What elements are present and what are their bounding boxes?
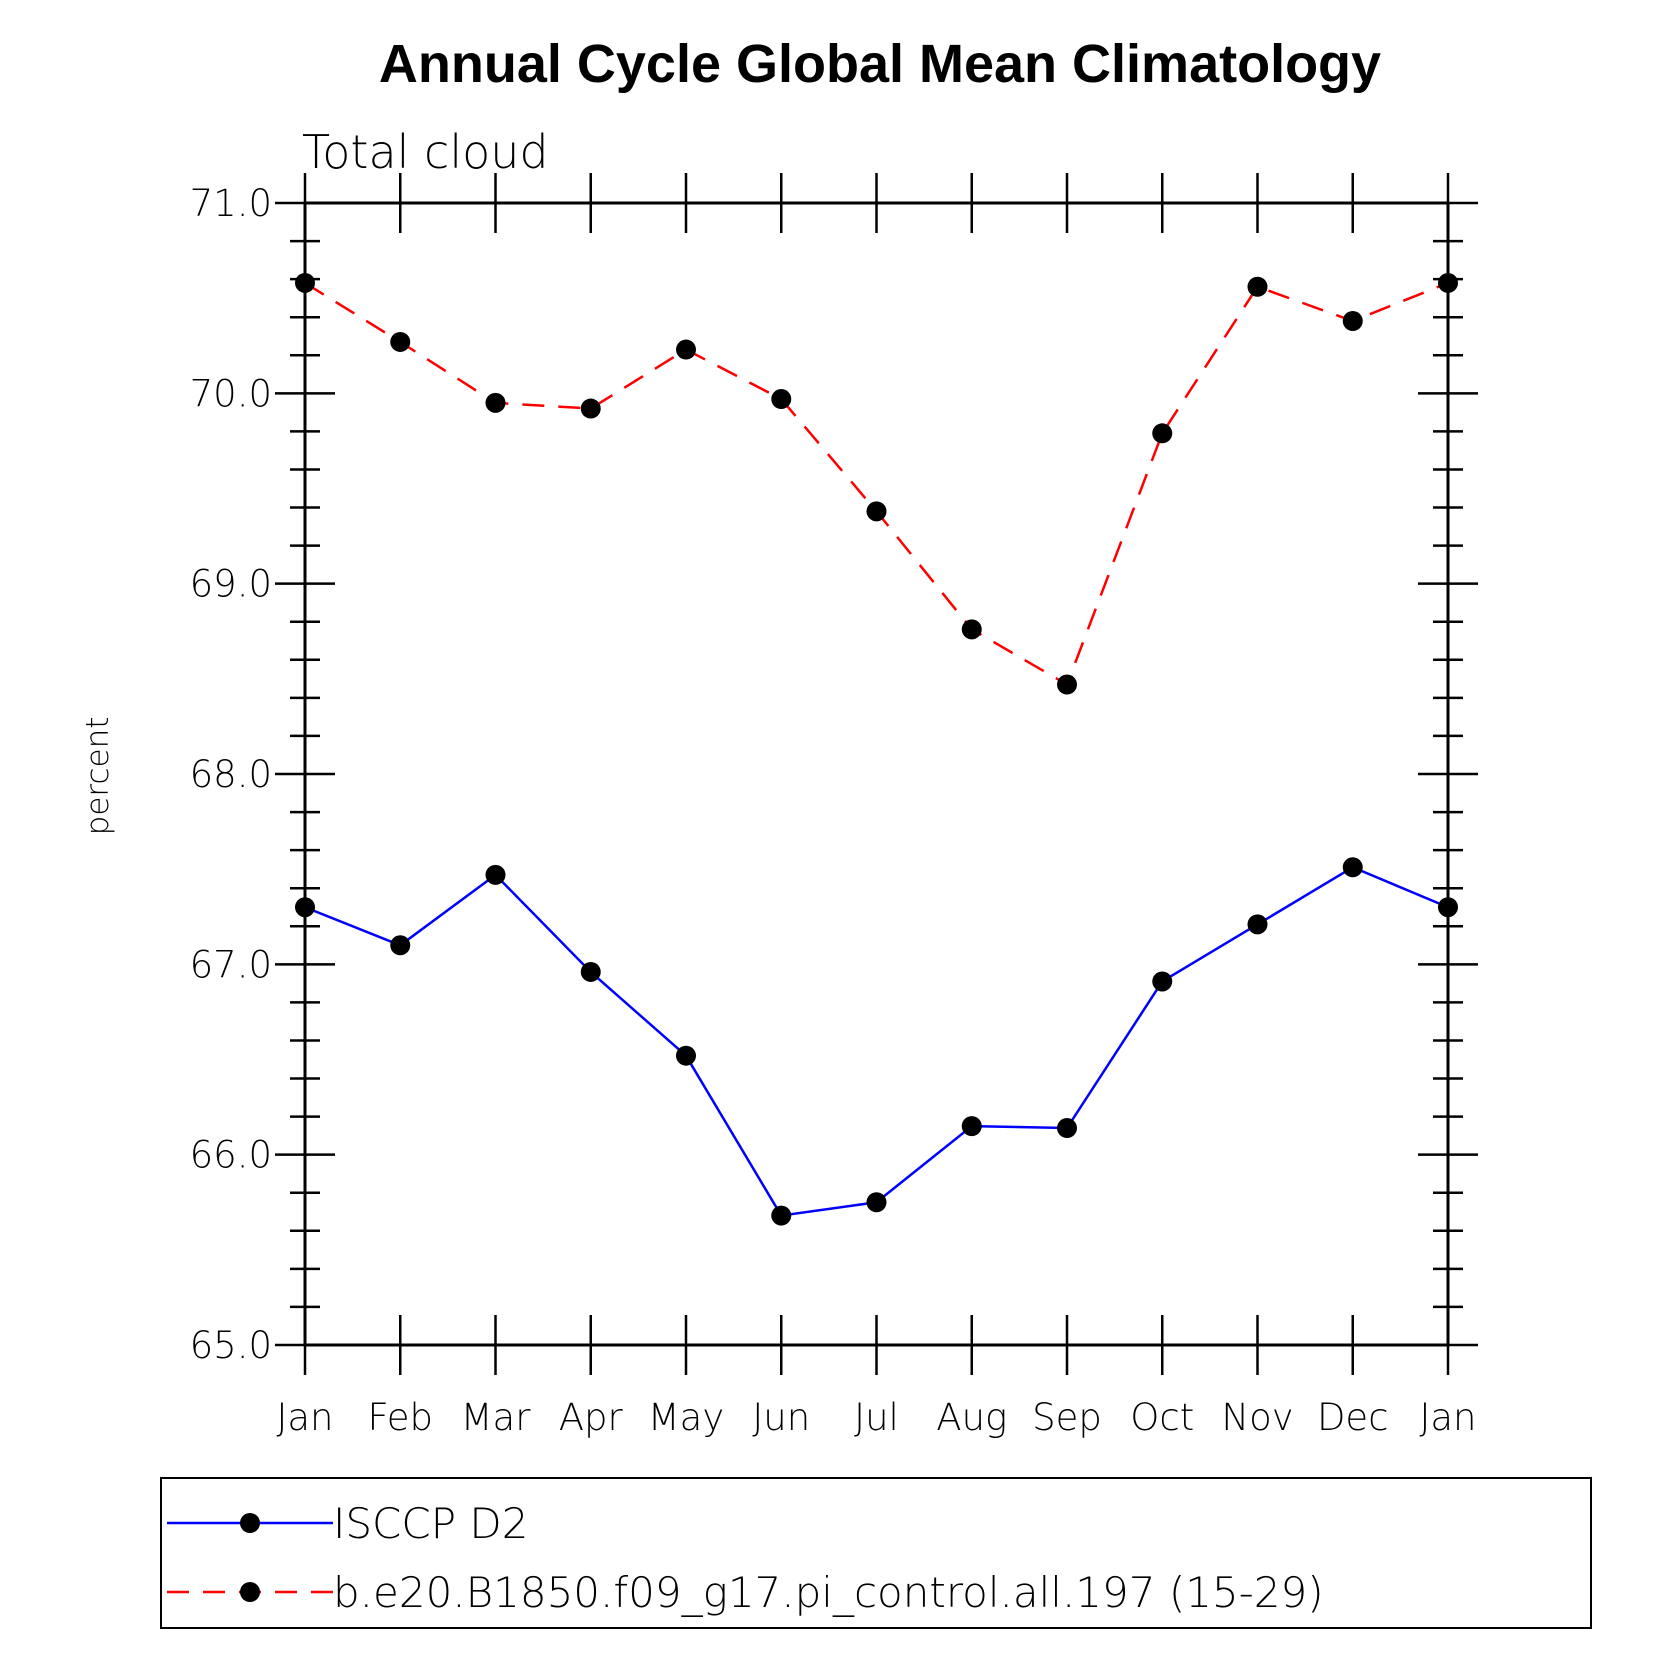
data-point	[1152, 971, 1173, 992]
y-tick-label: 65.0	[190, 1324, 272, 1367]
series-isccp-d2	[295, 857, 1458, 1226]
data-point	[580, 398, 601, 419]
data-point	[866, 1192, 887, 1213]
legend: ISCCP D2 b.e20.B1850.f09_g17.pi_control.a…	[160, 1477, 1592, 1629]
y-tick-label: 69.0	[190, 563, 272, 606]
y-tick-label: 66.0	[190, 1134, 272, 1177]
data-point	[390, 331, 411, 352]
legend-marker	[240, 1513, 260, 1533]
data-point	[1057, 1118, 1077, 1139]
data-point	[676, 339, 696, 360]
data-point	[961, 1116, 982, 1137]
series-model-run	[295, 272, 1458, 695]
data-point	[1152, 423, 1173, 444]
y-tick-label: 67.0	[190, 943, 272, 986]
x-tick-labels: Jan Feb Mar Apr May Jun Jul Aug Sep Oct Nov Dec Jan	[276, 1396, 1476, 1439]
series-line	[304, 865, 1449, 1217]
x-tick-label: Jul	[854, 1396, 899, 1439]
plot-frame	[303, 201, 1450, 1347]
x-tick-label: Feb	[367, 1396, 433, 1439]
x-tick-label: Oct	[1130, 1396, 1194, 1439]
data-point	[1247, 276, 1268, 297]
x-tick-label: Apr	[559, 1396, 624, 1439]
data-point	[676, 1045, 696, 1066]
legend-box	[160, 1477, 1592, 1629]
y-tick-labels: 65.0 66.0 67.0 68.0 69.0 70.0 71.0	[190, 182, 272, 1367]
data-point	[580, 961, 601, 982]
chart-title: Annual Cycle Global Mean Climatology	[379, 34, 1381, 94]
y-axis-label: percent	[80, 717, 116, 836]
legend-label: b.e20.B1850.f09_g17.pi_control.all.197 (…	[333, 1568, 1324, 1617]
x-tick-label: Dec	[1317, 1396, 1389, 1439]
x-tick-label: Jan	[1419, 1396, 1476, 1439]
y-tick-label: 68.0	[190, 753, 272, 796]
data-point	[1247, 914, 1268, 935]
x-tick-label: Mar	[461, 1396, 532, 1439]
chart-subtitle: Total cloud	[302, 125, 549, 179]
data-point	[390, 935, 411, 956]
legend-label: ISCCP D2	[333, 1499, 528, 1548]
data-point	[961, 619, 982, 640]
x-tick-label: Jun	[752, 1396, 810, 1439]
y-tick-label: 70.0	[190, 372, 272, 415]
data-point	[485, 864, 506, 885]
series-line	[304, 281, 1449, 687]
x-tick-label: Aug	[936, 1396, 1007, 1439]
x-tick-label: May	[648, 1396, 725, 1439]
series-layer	[295, 272, 1458, 1226]
data-point	[771, 1205, 792, 1226]
data-point	[1057, 674, 1077, 695]
y-tick-label: 71.0	[190, 182, 272, 225]
data-point	[1342, 311, 1363, 332]
x-tick-label: Sep	[1032, 1396, 1102, 1439]
data-point	[771, 389, 792, 410]
data-point	[866, 501, 887, 522]
x-tick-label: Nov	[1221, 1396, 1293, 1439]
data-point	[1342, 857, 1363, 878]
legend-marker	[240, 1582, 260, 1602]
data-point	[485, 392, 506, 413]
x-tick-label: Jan	[276, 1396, 333, 1439]
